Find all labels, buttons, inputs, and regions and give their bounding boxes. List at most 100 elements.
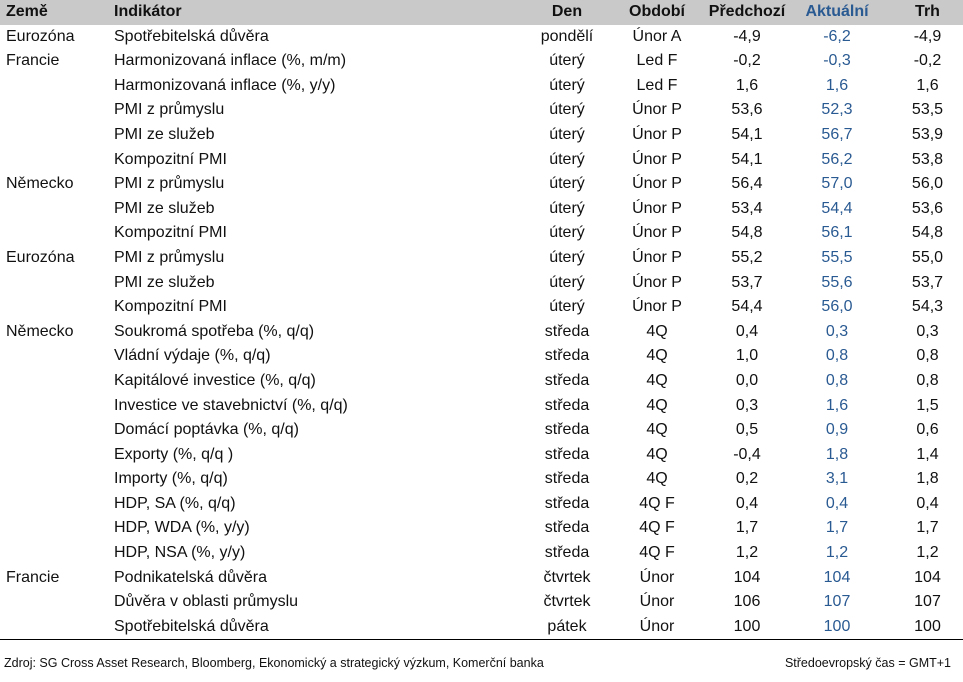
cell-country <box>0 614 110 641</box>
cell-actual: 55,5 <box>821 248 853 266</box>
cell-previous: 1,2 <box>735 544 759 562</box>
cell-country <box>0 74 110 99</box>
cell-indicator: Kompozitní PMI <box>114 224 227 242</box>
cell-day: úterý <box>549 52 585 70</box>
cell-period: 4Q <box>646 445 668 463</box>
cell-country <box>0 197 110 222</box>
cell-country <box>0 516 110 541</box>
cell-previous: 106 <box>733 593 761 611</box>
cell-country <box>0 221 110 246</box>
cell-previous: 0,4 <box>735 322 759 340</box>
table-row: Importy (%, q/q) středa 4Q 0,2 3,1 1,8 <box>0 467 963 492</box>
cell-period: Únor <box>639 568 675 586</box>
cell-actual: 1,6 <box>825 76 849 94</box>
cell-actual: 0,8 <box>825 371 849 389</box>
cell-period: Únor P <box>632 273 682 291</box>
cell-previous: 0,4 <box>735 494 759 512</box>
cell-previous: 1,7 <box>735 519 759 537</box>
cell-day: úterý <box>549 224 585 242</box>
cell-market: 55,0 <box>911 248 944 266</box>
table-row: Kompozitní PMI úterý Únor P 54,1 56,2 53,8 <box>0 148 963 173</box>
cell-indicator: Kompozitní PMI <box>114 298 227 316</box>
table-row: Vládní výdaje (%, q/q) středa 4Q 1,0 0,8 0,8 <box>0 344 963 369</box>
cell-actual: 56,7 <box>821 125 853 143</box>
cell-actual: -6,2 <box>823 27 851 45</box>
cell-previous: -4,9 <box>733 27 761 45</box>
cell-previous: 0,5 <box>735 421 759 439</box>
cell-market: 0,3 <box>916 322 939 340</box>
cell-market: 1,7 <box>916 519 939 537</box>
cell-market: -4,9 <box>913 27 942 45</box>
cell-market: 54,8 <box>911 224 944 242</box>
cell-actual: 56,1 <box>821 224 853 242</box>
cell-actual: 107 <box>823 593 851 611</box>
cell-country <box>0 467 110 492</box>
cell-actual: 3,1 <box>825 470 849 488</box>
cell-previous: 54,1 <box>731 125 763 143</box>
table-row: Kompozitní PMI úterý Únor P 54,8 56,1 54,8 <box>0 221 963 246</box>
cell-indicator: PMI ze služeb <box>114 125 215 143</box>
cell-period: 4Q <box>646 322 668 340</box>
cell-actual: 56,0 <box>821 298 853 316</box>
cell-country <box>0 148 110 173</box>
cell-market: 1,2 <box>916 544 939 562</box>
table-row: HDP, WDA (%, y/y) středa 4Q F 1,7 1,7 1,7 <box>0 516 963 541</box>
table-row: Německo PMI z průmyslu úterý Únor P 56,4 57,0… <box>0 172 963 197</box>
cell-actual: 0,8 <box>825 347 849 365</box>
table-row: Kompozitní PMI úterý Únor P 54,4 56,0 54,3 <box>0 295 963 320</box>
table-row: Francie Harmonizovaná inflace (%, m/m) úte… <box>0 49 963 74</box>
cell-indicator: Domácí poptávka (%, q/q) <box>114 421 299 439</box>
cell-country: Německo <box>6 175 74 193</box>
cell-indicator: Kompozitní PMI <box>114 150 227 168</box>
cell-previous: 54,1 <box>731 150 763 168</box>
cell-day: středa <box>544 322 590 340</box>
cell-indicator: Podnikatelská důvěra <box>114 568 267 586</box>
cell-market: 1,6 <box>916 76 939 94</box>
cell-day: středa <box>544 421 590 439</box>
cell-indicator: HDP, WDA (%, y/y) <box>114 519 250 537</box>
table-row: Francie Podnikatelská důvěra čtvrtek Únor 10… <box>0 566 963 591</box>
cell-previous: 55,2 <box>731 248 763 266</box>
cell-actual: 100 <box>792 614 882 641</box>
table-row: PMI z průmyslu úterý Únor P 53,6 52,3 53,5 <box>0 98 963 123</box>
table-row: Harmonizovaná inflace (%, y/y) úterý Led F… <box>0 74 963 99</box>
header-indicator: Indikátor <box>114 3 182 20</box>
cell-indicator: HDP, NSA (%, y/y) <box>114 544 246 562</box>
cell-previous: 1,6 <box>735 76 759 94</box>
cell-actual: 55,6 <box>821 273 853 291</box>
cell-day: úterý <box>549 273 585 291</box>
timezone-note: Středoevropský čas = GMT+1 <box>784 656 951 670</box>
table-row: Kapitálové investice (%, q/q) středa 4Q 0,0… <box>0 369 963 394</box>
cell-market: 53,8 <box>911 150 944 168</box>
cell-previous: 1,0 <box>735 347 759 365</box>
cell-actual: 54,4 <box>821 199 853 217</box>
cell-indicator: PMI z průmyslu <box>114 248 225 266</box>
cell-market: 54,3 <box>911 298 944 316</box>
cell-country <box>0 344 110 369</box>
table-row: PMI ze služeb úterý Únor P 53,7 55,6 53,7 <box>0 271 963 296</box>
cell-period: Led F <box>636 52 678 70</box>
cell-previous: 53,7 <box>731 273 763 291</box>
table-row: HDP, NSA (%, y/y) středa 4Q F 1,2 1,2 1,2 <box>0 541 963 566</box>
cell-market: 53,5 <box>911 101 944 119</box>
cell-actual: -0,3 <box>823 52 851 70</box>
cell-day: úterý <box>549 248 585 266</box>
cell-actual: 52,3 <box>821 101 853 119</box>
cell-day: středa <box>544 494 590 512</box>
cell-market: 53,6 <box>911 199 944 217</box>
cell-period: Únor P <box>632 224 682 242</box>
cell-country <box>0 590 110 615</box>
cell-day: úterý <box>549 150 585 168</box>
cell-indicator: Exporty (%, q/q ) <box>114 445 234 463</box>
cell-country: Francie <box>6 52 60 70</box>
cell-day: úterý <box>549 175 585 193</box>
cell-period: 4Q F <box>639 519 675 537</box>
cell-previous: -0,4 <box>733 445 761 463</box>
table-row: PMI ze služeb úterý Únor P 54,1 56,7 53,9 <box>0 123 963 148</box>
cell-previous: 104 <box>733 568 761 586</box>
cell-day: středa <box>544 396 590 414</box>
cell-period: Únor P <box>632 101 682 119</box>
cell-actual: 56,2 <box>821 150 853 168</box>
cell-country <box>0 369 110 394</box>
